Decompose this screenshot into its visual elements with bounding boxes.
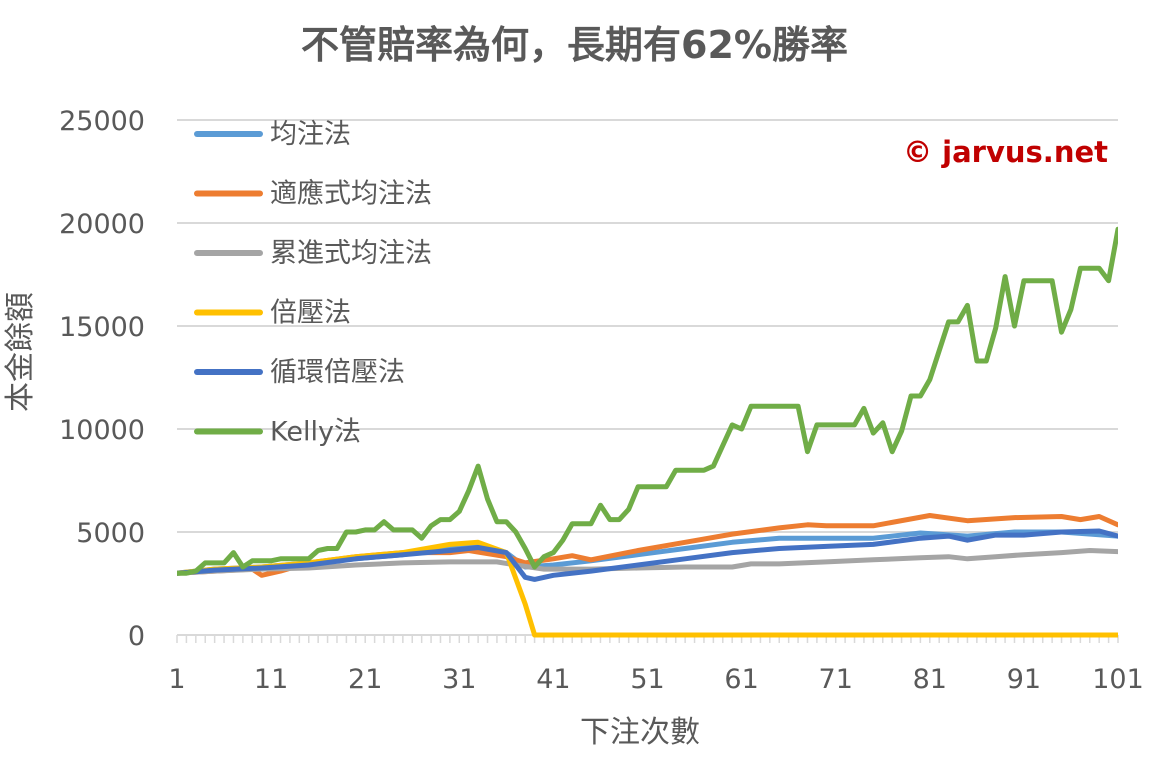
watermark-text: © jarvus.net [903,135,1108,169]
x-tick-label: 61 [724,664,758,695]
x-tick-label: 31 [442,664,476,695]
y-tick-label: 25000 [59,106,145,137]
legend-label: 均注法 [270,119,351,150]
series-line-6 [177,229,1149,573]
y-axis-ticks: 0 5000 10000 15000 20000 25000 [59,106,145,652]
y-axis-title: 本金餘額 [3,292,38,412]
legend-label: Kelly法 [270,417,361,448]
x-tick-label: 1 [168,664,185,695]
y-tick-label: 10000 [59,415,145,446]
x-tick-label: 91 [1007,664,1041,695]
x-tick-label: 21 [348,664,382,695]
y-tick-label: 0 [128,621,145,652]
x-axis-ticks: 1 11 21 31 41 51 61 71 81 91 101 [168,664,1143,695]
y-tick-label: 5000 [76,518,145,549]
x-tick-label: 71 [819,664,853,695]
legend-label: 倍壓法 [270,298,351,329]
x-tick-label: 101 [1092,664,1144,695]
legend-label: 循環倍壓法 [270,357,405,388]
x-tick-label: 81 [913,664,947,695]
y-tick-label: 15000 [59,312,145,343]
x-tick-label: 51 [630,664,664,695]
x-axis-title: 下注次數 [580,715,700,750]
legend-label: 適應式均注法 [270,179,432,210]
x-tick-label: 11 [254,664,288,695]
x-tick-label: 41 [536,664,570,695]
legend-label: 累進式均注法 [270,238,432,269]
y-tick-label: 20000 [59,209,145,240]
